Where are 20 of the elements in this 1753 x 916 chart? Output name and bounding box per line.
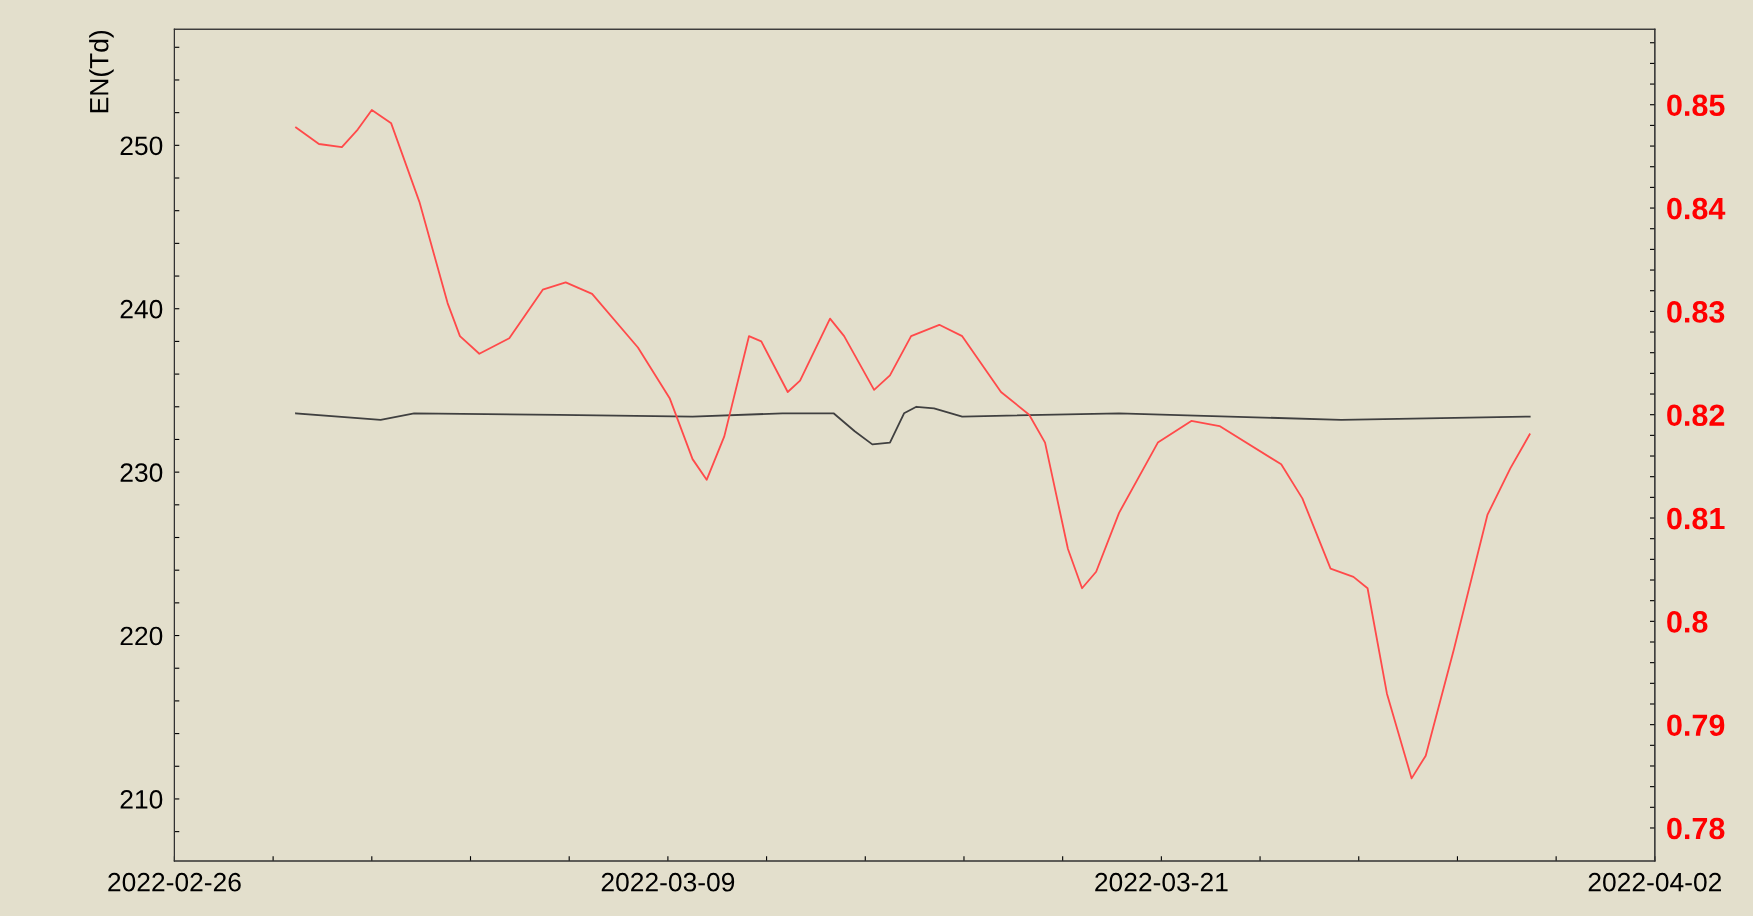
x-tick-label: 2022-02-26 [108, 872, 241, 892]
x-tick-label: 2022-03-21 [1095, 872, 1228, 892]
y-axis-title: EN(Td) [89, 30, 114, 113]
y2-tick-label: 0.81 [1667, 507, 1725, 530]
line-series [295, 405, 1531, 446]
y-tick-label: 230 [120, 463, 163, 482]
y2-tick-label: 0.82 [1667, 404, 1725, 427]
x-tick-label: 2022-04-02 [1588, 872, 1722, 892]
y2-tick-label: 0.78 [1667, 817, 1725, 840]
y2-tick-label: 0.79 [1667, 714, 1725, 737]
y-tick-label: 220 [120, 626, 163, 646]
line-series [295, 108, 1531, 780]
y2-tick-label: 0.84 [1667, 197, 1726, 220]
y2-tick-label: 0.8 [1667, 611, 1708, 633]
x-tick-label: 2022-03-09 [601, 872, 735, 892]
y-tick-label: 250 [120, 136, 163, 156]
y2-tick-label: 0.85 [1667, 94, 1725, 117]
y-tick-label: 210 [120, 790, 163, 809]
y2-tick-label: 0.83 [1667, 301, 1725, 323]
y-tick-label: 240 [120, 299, 163, 319]
